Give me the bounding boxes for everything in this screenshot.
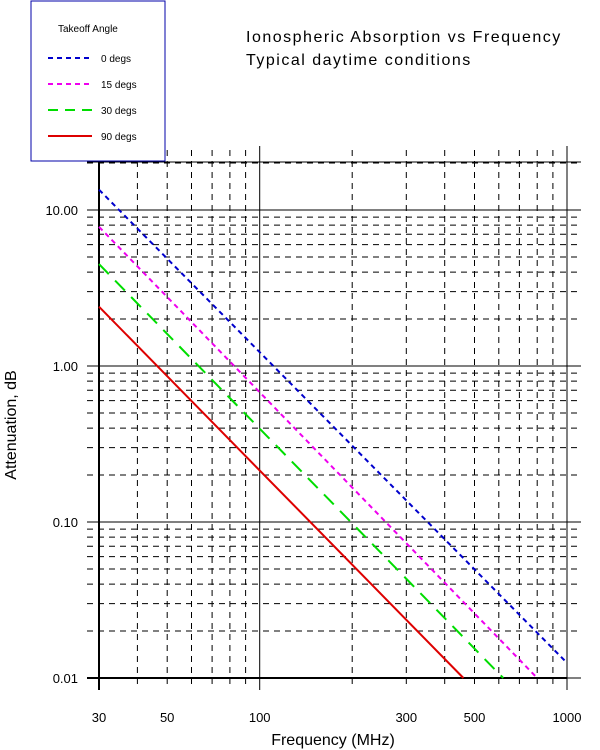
- series-line-90-degs: [98, 305, 465, 679]
- legend-box: [30, 0, 166, 162]
- series-line-15-degs: [98, 226, 538, 679]
- x-tick-label: 500: [464, 710, 486, 725]
- tick-labels: 30 50 100 300 500 1000 0.01 0.10 1.00 10.00: [45, 203, 581, 725]
- legend: Takeoff Angle 0 degs 15 degs 30 degs 90 deg…: [30, 0, 166, 162]
- y-tick-label: 10.00: [45, 203, 78, 218]
- chart-subtitle: Typical daytime conditions: [246, 52, 472, 69]
- series-line-0-degs: [98, 188, 568, 664]
- legend-title: Takeoff Angle: [58, 24, 118, 35]
- x-tick-label: 300: [395, 710, 417, 725]
- legend-label: 90 degs: [101, 132, 137, 143]
- series-line-30-degs: [98, 263, 504, 679]
- legend-entries: 0 degs 15 degs 30 degs 90 degs: [48, 54, 137, 143]
- chart-title: Ionospheric Absorption vs Frequency: [246, 29, 562, 46]
- series-lines: [98, 188, 568, 679]
- x-tick-label: 100: [249, 710, 271, 725]
- y-tick-label: 0.01: [53, 671, 78, 686]
- plot-frame: [87, 161, 581, 690]
- x-tick-label: 50: [160, 710, 174, 725]
- legend-label: 15 degs: [101, 80, 137, 91]
- y-tick-label: 0.10: [53, 515, 78, 530]
- x-axis-title: Frequency (MHz): [271, 732, 395, 749]
- x-tick-label: 30: [92, 710, 106, 725]
- y-tick-label: 1.00: [53, 359, 78, 374]
- y-axis-title: Attenuation, dB: [3, 370, 20, 479]
- legend-label: 30 degs: [101, 106, 137, 117]
- legend-label: 0 degs: [101, 54, 131, 65]
- x-tick-label: 1000: [553, 710, 582, 725]
